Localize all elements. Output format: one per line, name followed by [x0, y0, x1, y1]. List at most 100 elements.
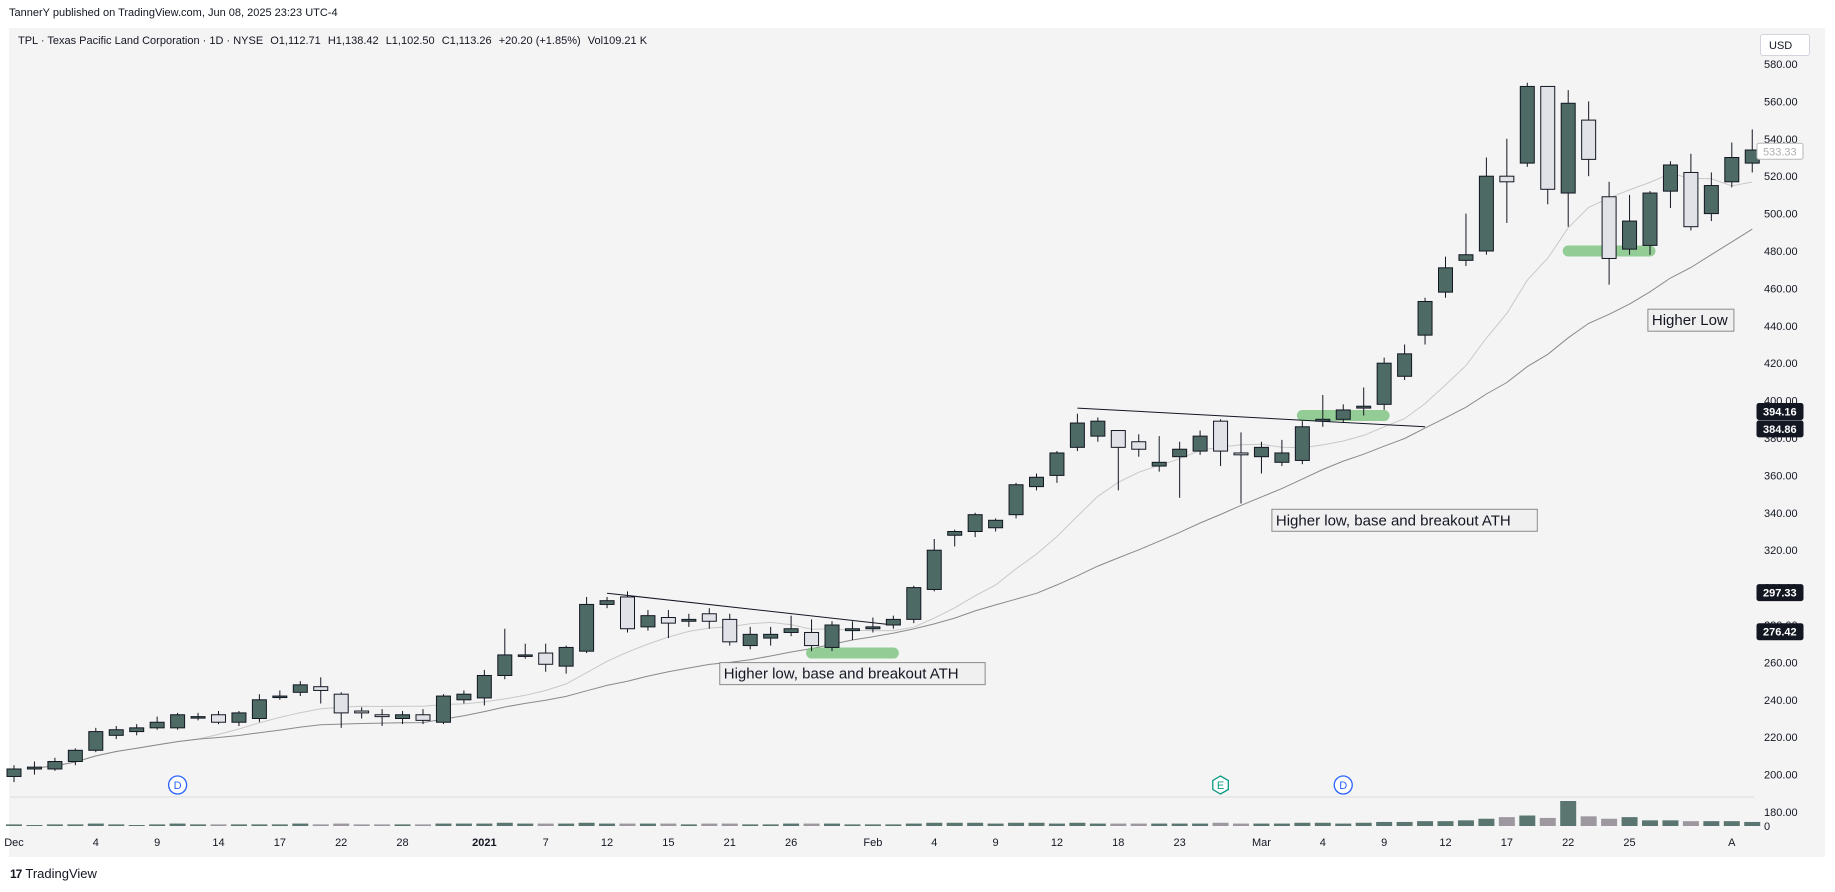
candle-body	[26, 766, 42, 770]
volume-bar	[803, 823, 820, 826]
candle-body	[742, 633, 758, 647]
candle	[1642, 191, 1658, 255]
candle	[47, 757, 63, 771]
candle-body	[967, 514, 983, 532]
candle-body	[1172, 448, 1188, 458]
x-tick-label: 17	[274, 837, 286, 849]
volume-bar	[599, 823, 616, 826]
volume-bar	[435, 823, 452, 826]
legend-high: H1,138.42	[327, 35, 379, 47]
y-tick-label: 240.00	[1764, 695, 1798, 707]
candle	[1499, 138, 1515, 223]
volume-bar	[6, 824, 22, 826]
candle	[1581, 101, 1597, 177]
candle-body	[1499, 175, 1515, 183]
candle-body	[1560, 102, 1576, 194]
candle	[1274, 439, 1290, 467]
candle-body	[1540, 85, 1556, 190]
annotation-text: Higher low, base and breakout ATH	[724, 666, 959, 683]
volume-bar	[783, 823, 800, 826]
y-tick-label: 420.00	[1764, 358, 1798, 370]
currency-button[interactable]: USD	[1760, 34, 1810, 56]
candle	[538, 643, 554, 672]
candle	[620, 591, 635, 633]
candle	[251, 694, 267, 723]
volume-bar	[108, 824, 125, 826]
volume-bar	[987, 823, 1004, 826]
volume-bar	[1601, 818, 1618, 826]
candle-body	[354, 710, 370, 714]
candle	[865, 617, 881, 633]
candle	[701, 608, 717, 629]
candle-body	[1049, 452, 1065, 476]
candle	[1601, 181, 1617, 285]
candle-body	[701, 613, 717, 622]
candle	[967, 512, 983, 538]
candle	[1622, 194, 1638, 255]
candle	[190, 712, 206, 721]
candle-body	[1151, 461, 1167, 467]
volume-bar	[1089, 823, 1106, 826]
volume-bar	[1294, 822, 1311, 826]
publish-caption: TannerY published on TradingView.com, Ju…	[9, 7, 338, 19]
volume-bar	[210, 824, 227, 826]
x-tick-label: 2021	[472, 837, 496, 849]
y-tick-label: 500.00	[1764, 209, 1798, 221]
x-tick-label: Mar	[1252, 837, 1271, 849]
volume-bar	[1744, 821, 1761, 826]
candle	[1478, 157, 1494, 255]
candle	[435, 694, 451, 725]
dividend-event-icon[interactable]: D	[167, 775, 188, 795]
y-tick-label: 340.00	[1764, 508, 1798, 520]
volume-bar	[1580, 816, 1597, 826]
tradingview-brand[interactable]: 17 TradingView	[10, 866, 97, 881]
candle-body	[231, 712, 247, 723]
x-tick-label: 14	[212, 837, 224, 849]
x-tick-label: 28	[396, 837, 408, 849]
volume-bar	[46, 824, 63, 826]
y-tick-label: 180.00	[1764, 807, 1798, 819]
volume-bar	[824, 823, 840, 826]
volume-bar	[1417, 821, 1434, 826]
candle	[1458, 213, 1474, 266]
candle	[88, 727, 104, 753]
candle-body	[763, 633, 779, 639]
event-shape	[1333, 775, 1353, 795]
annotation-text: Higher Low	[1652, 312, 1728, 329]
candle-body	[1213, 420, 1229, 452]
volume-bar	[333, 823, 350, 826]
volume-bar	[394, 824, 411, 826]
candle-body	[1703, 185, 1719, 215]
candle-body	[435, 695, 451, 723]
candle-body	[1581, 119, 1597, 160]
x-tick-label: 23	[1174, 837, 1186, 849]
volume-bar	[292, 823, 309, 826]
moving-averages	[34, 172, 1753, 769]
price-label: 384.86	[1756, 420, 1804, 438]
earnings-event-icon[interactable]: E	[1212, 775, 1229, 795]
support-highlights	[806, 245, 1656, 659]
candle	[1233, 432, 1249, 504]
volume-bar	[1498, 817, 1515, 826]
x-tick-label: 9	[1381, 837, 1387, 849]
event-shape	[1212, 775, 1229, 795]
volume-bars	[6, 796, 1761, 826]
dividend-event-icon[interactable]: D	[1333, 775, 1353, 795]
volume-bar	[1192, 823, 1209, 826]
volume-bar	[1642, 820, 1658, 826]
candle-body	[1478, 175, 1494, 252]
brand-name: TradingView	[25, 866, 97, 881]
x-tick-label: 4	[931, 837, 937, 849]
candle	[1172, 441, 1188, 498]
volume-bar	[1253, 823, 1270, 826]
x-tick-label: Dec	[4, 837, 24, 849]
candle	[1335, 404, 1351, 424]
ma-slow-line	[34, 228, 1753, 769]
candle-body	[190, 716, 206, 719]
volume-bar	[169, 823, 186, 826]
trendlines	[606, 407, 1426, 626]
candle	[211, 711, 226, 725]
volume-bar	[1396, 821, 1413, 826]
candle-body	[1131, 441, 1147, 450]
